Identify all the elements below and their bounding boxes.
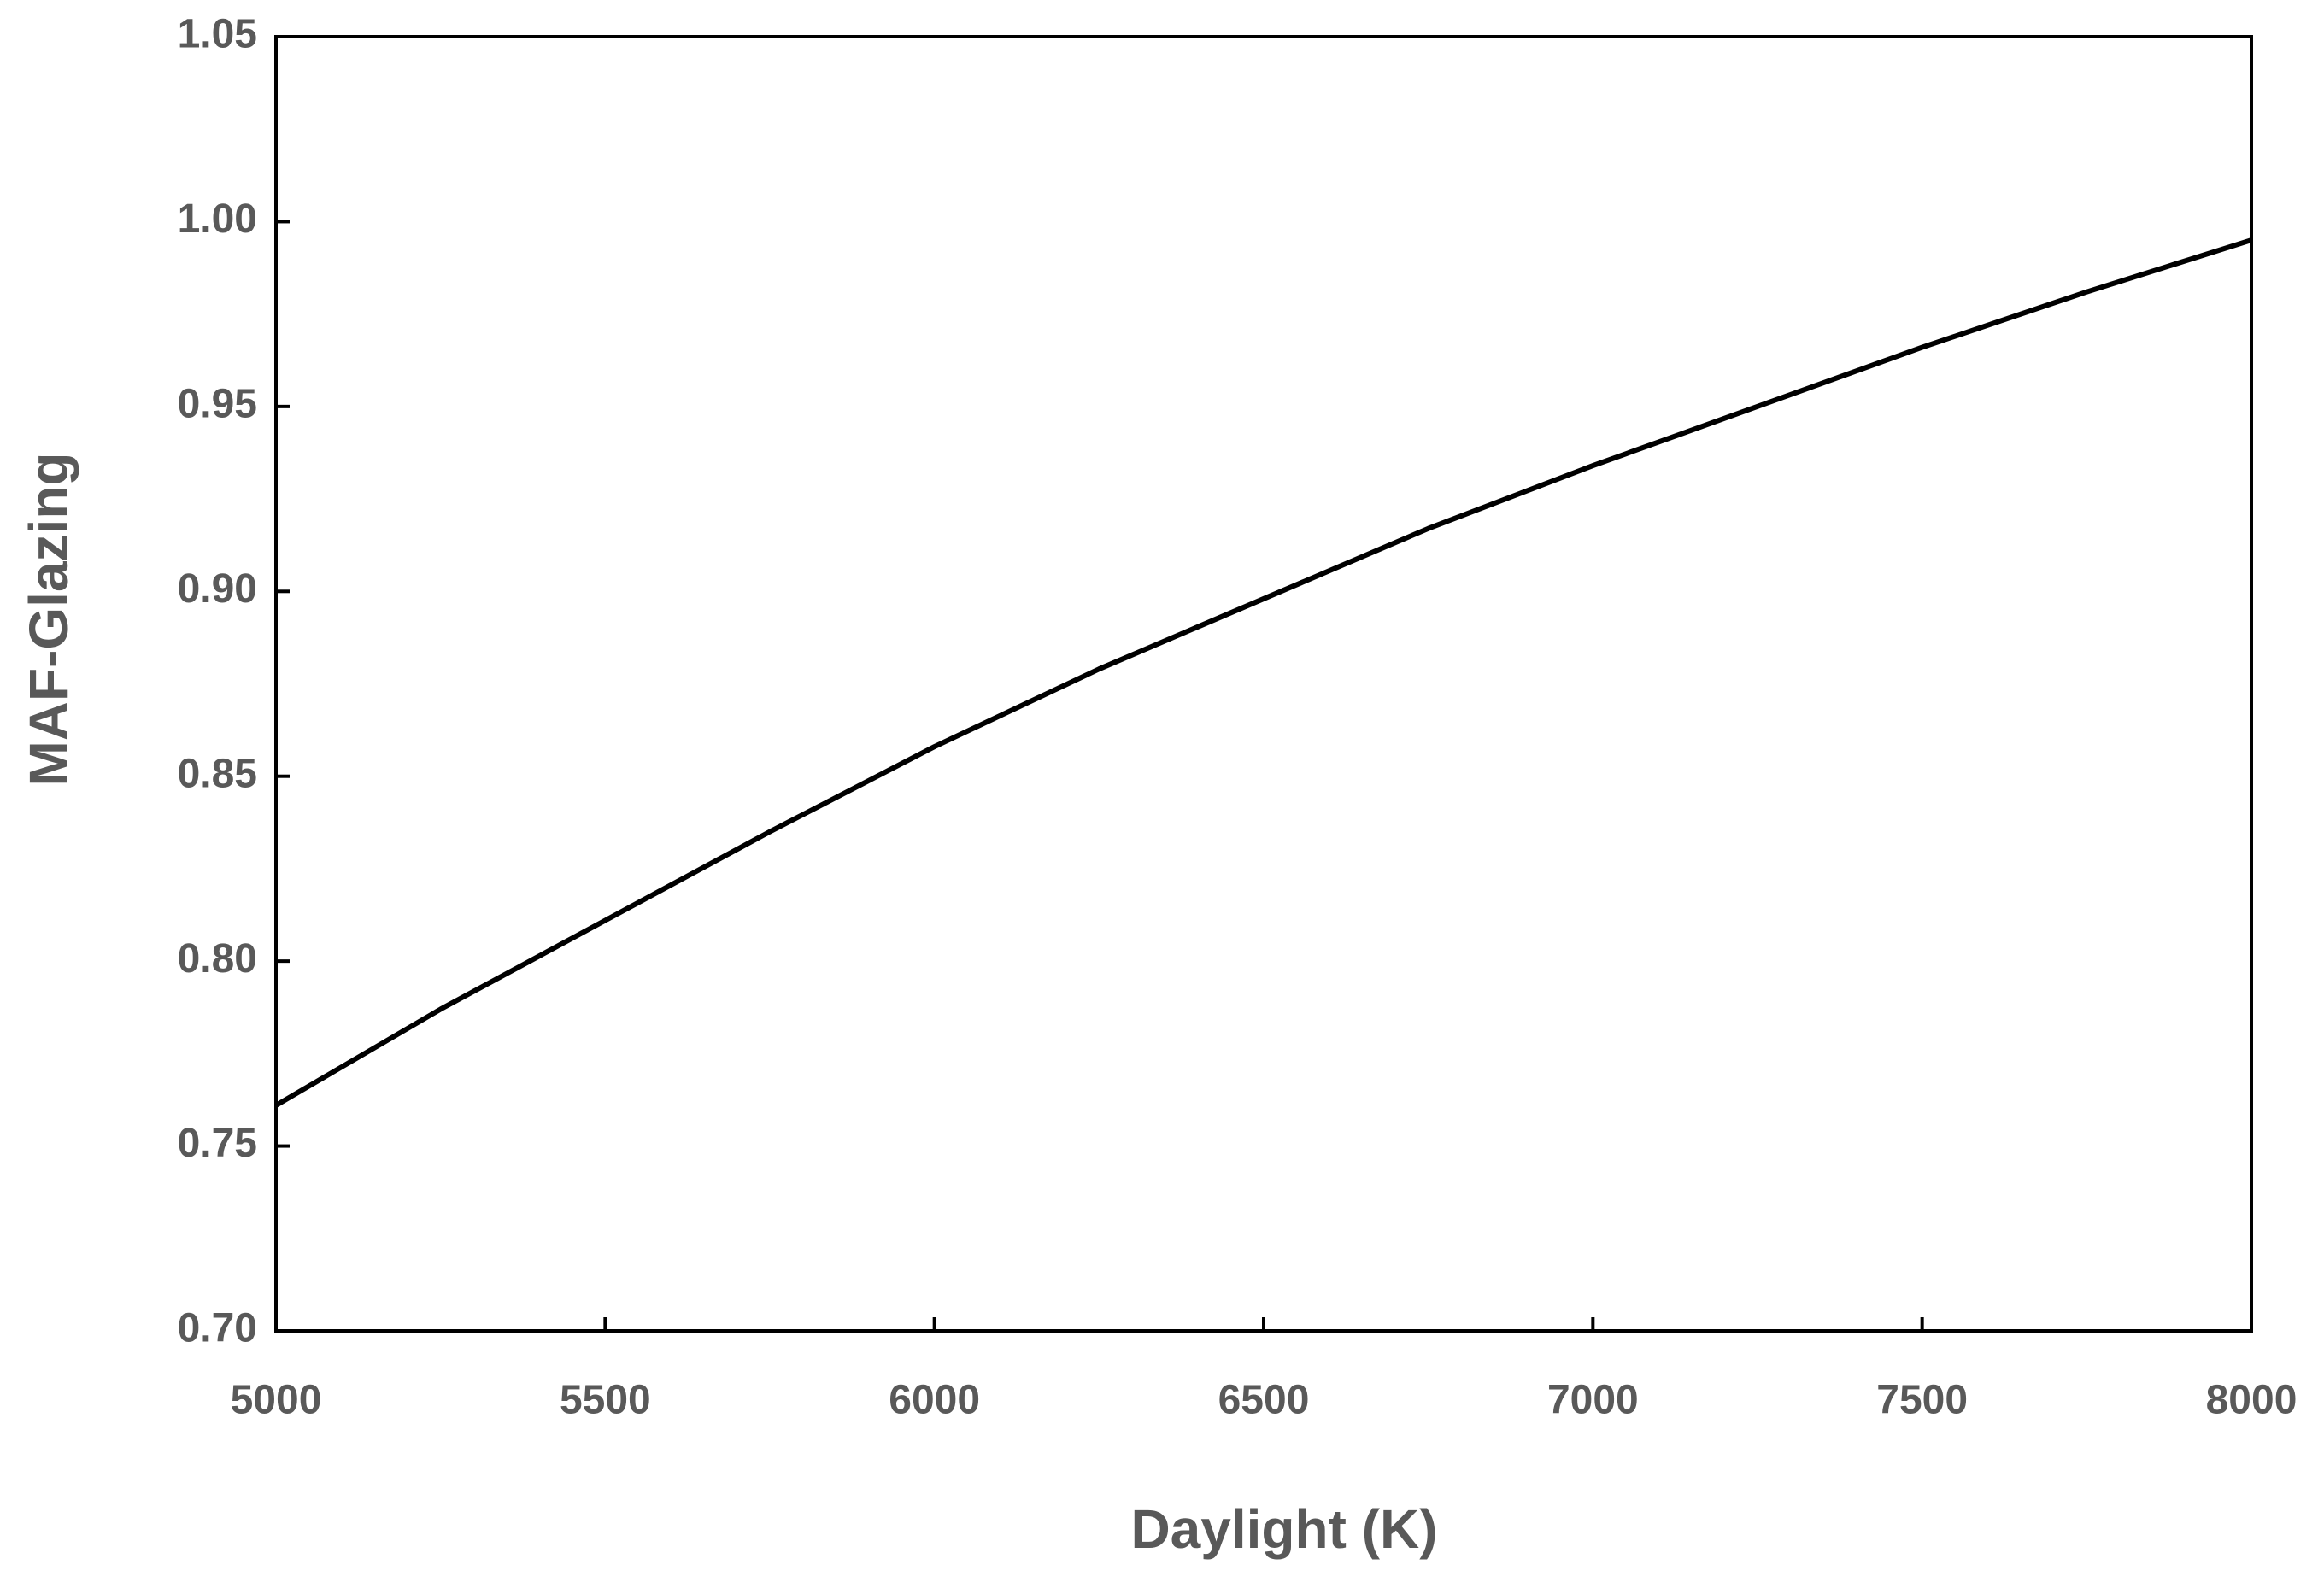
y-tick-label: 0.80 [178, 936, 257, 982]
x-tick-label: 6500 [1218, 1378, 1310, 1423]
y-tick-label: 1.00 [178, 196, 257, 242]
y-tick-label: 1.05 [178, 12, 257, 57]
y-tick-label: 0.85 [178, 751, 257, 796]
x-tick-label: 7500 [1876, 1378, 1968, 1423]
y-tick-label: 0.70 [178, 1306, 257, 1351]
x-tick-label: 8000 [2206, 1378, 2298, 1423]
y-tick-label: 0.90 [178, 566, 257, 612]
plot-frame [274, 35, 2253, 1333]
x-tick-label: 7000 [1547, 1378, 1639, 1423]
y-axis-title: MAF-Glazing [18, 452, 79, 786]
x-tick-label: 5000 [231, 1378, 322, 1423]
x-tick-label: 5500 [560, 1378, 651, 1423]
y-tick-label: 0.95 [178, 382, 257, 427]
line [274, 237, 2252, 1108]
x-tick-label: 6000 [889, 1378, 980, 1423]
y-tick-label: 0.75 [178, 1121, 257, 1166]
x-axis-title: Daylight (K) [1130, 1498, 1437, 1560]
